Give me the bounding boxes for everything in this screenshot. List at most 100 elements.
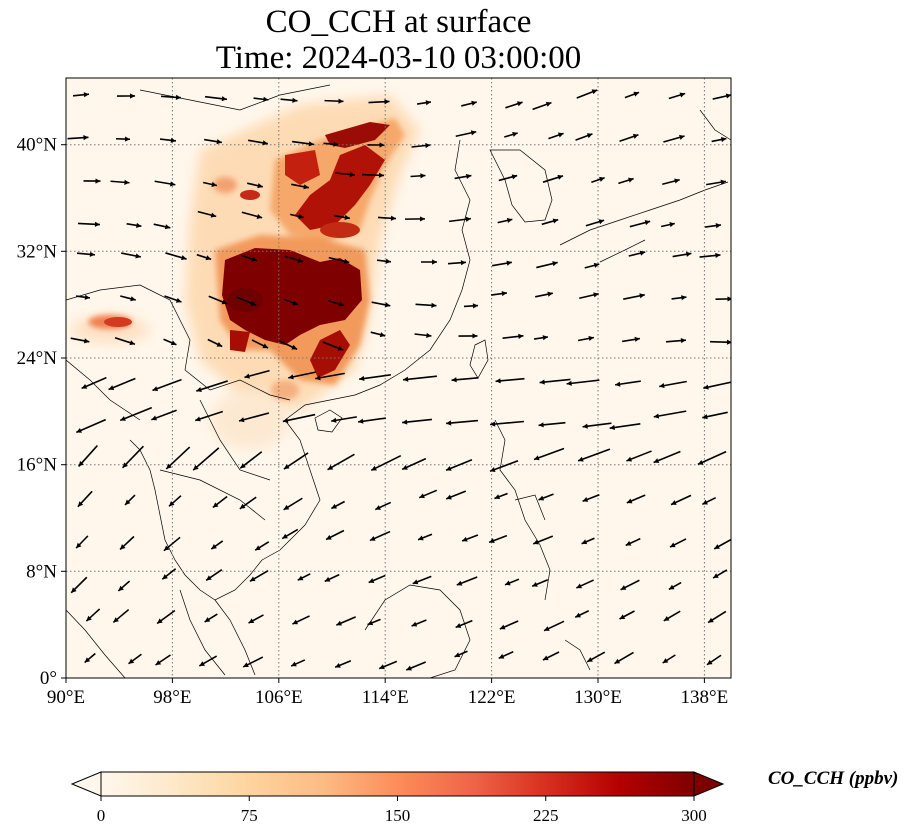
wind-arrow-head (506, 217, 513, 223)
wind-arrow-head (81, 383, 88, 389)
map-area (66, 78, 731, 678)
lat-tick-label: 40°N (17, 135, 58, 156)
wind-arrow-head (193, 464, 199, 471)
wind-arrow-shaft (489, 459, 519, 473)
wind-arrow-head (263, 96, 269, 102)
wind-arrow-head (628, 177, 634, 183)
wind-arrow-head (471, 100, 477, 106)
wind-arrow-head (659, 383, 665, 389)
wind-arrow-head (472, 333, 478, 339)
wind-arrow-head (412, 579, 419, 585)
wind-arrow-shaft (370, 454, 402, 472)
wind-arrow-head (128, 658, 135, 664)
wind-arrow-shaft (445, 419, 479, 425)
wind-arrow-head (532, 581, 538, 587)
wind-arrow-head (326, 534, 332, 540)
wind-arrow-head (83, 92, 89, 98)
wind-arrow-head (402, 419, 408, 425)
wind-arrow-head (662, 658, 669, 663)
wind-arrow-head (552, 261, 558, 267)
wind-arrow-head (157, 618, 163, 624)
wind-arrow-head (205, 255, 212, 261)
wind-arrow-head (702, 414, 708, 420)
wind-arrow-head (338, 98, 344, 104)
wind-arrow-head (425, 142, 431, 149)
wind-arrow-head (125, 499, 131, 505)
wind-arrow-shaft (577, 448, 611, 462)
wind-arrow-head (598, 219, 605, 225)
wind-arrow-head (120, 416, 126, 421)
wind-arrow-head (538, 495, 545, 501)
wind-arrow-head (681, 295, 687, 301)
wind-arrow-head (71, 587, 77, 593)
wind-arrow-head (168, 501, 175, 507)
wind-arrow-head (576, 583, 582, 589)
wind-arrow-head (538, 422, 544, 428)
wind-arrow-head (715, 252, 721, 259)
wind-arrow-head (720, 179, 726, 185)
wind-arrow-head (298, 213, 304, 219)
wind-arrow-head (170, 137, 176, 143)
chart-title: CO_CCH at surface (265, 4, 532, 40)
wind-arrow-head (248, 618, 255, 624)
wind-arrow-head (292, 619, 299, 625)
wind-arrow-head (211, 544, 217, 550)
wind-arrow-head (175, 297, 182, 303)
wind-arrow-head (720, 136, 727, 143)
wind-arrow-head (378, 172, 384, 178)
wind-arrow-head (498, 653, 505, 659)
wind-arrow-head (152, 386, 159, 392)
wind-arrow-head (418, 535, 424, 541)
wind-arrow-head (283, 464, 290, 470)
wind-arrow-head (614, 658, 621, 664)
wind-arrow-head (419, 216, 425, 222)
wind-arrow-head (327, 464, 334, 470)
chart-subtitle-time: Time: 2024-03-10 03:00:00 (215, 40, 582, 76)
wind-arrow-head (162, 574, 168, 580)
wind-arrow-head (586, 133, 593, 139)
wind-arrow-head (239, 503, 246, 509)
wind-arrow-head (335, 662, 341, 668)
wind-arrow-shaft (121, 445, 145, 469)
wind-arrow-head (175, 94, 181, 100)
wind-arrow-head (292, 300, 299, 306)
lat-tick-label: 32°N (17, 241, 58, 262)
wind-arrow-head (84, 294, 90, 300)
wind-arrow-head (542, 335, 548, 341)
wind-arrow-shaft (403, 375, 437, 381)
wind-arrow-head (221, 299, 228, 305)
wind-arrow-head (506, 260, 512, 266)
wind-arrow-head (136, 222, 142, 228)
wind-arrow-head (384, 302, 391, 308)
wind-arrow-head (708, 617, 714, 623)
wind-arrow-head (297, 257, 304, 263)
wind-arrow-head (166, 463, 172, 469)
wind-arrow-shaft (315, 372, 345, 380)
wind-arrow-head (455, 623, 462, 628)
wind-arrow-head (544, 626, 550, 631)
colorbar: 0 75 150 225 300 (70, 771, 725, 825)
wind-arrow-head (406, 665, 412, 671)
wind-arrow-head (288, 374, 294, 380)
wind-arrow-head (620, 585, 627, 590)
wind-arrow-shaft (539, 378, 571, 384)
lon-tick-label: 98°E (153, 687, 191, 708)
coastlines (66, 84, 731, 678)
wind-arrow-head (324, 576, 331, 582)
wind-arrow-head (587, 657, 593, 662)
wind-arrow-head (489, 538, 495, 544)
wind-arrow-head (282, 417, 289, 423)
wind-arrow-head (465, 216, 471, 222)
wind-arrow-head (625, 540, 632, 546)
wind-arrow-head (210, 212, 217, 218)
wind-arrow-head (518, 333, 524, 339)
wind-arrow-head (639, 250, 646, 256)
wind-arrow-head (262, 343, 269, 349)
wind-arrow-head (706, 659, 713, 665)
wind-arrow-head (262, 140, 268, 146)
wind-arrow-head (619, 614, 626, 620)
wind-arrow-head (697, 459, 704, 465)
wind-arrow-head (375, 505, 381, 510)
wind-arrow-head (591, 89, 598, 95)
wind-arrow-head (431, 302, 437, 308)
